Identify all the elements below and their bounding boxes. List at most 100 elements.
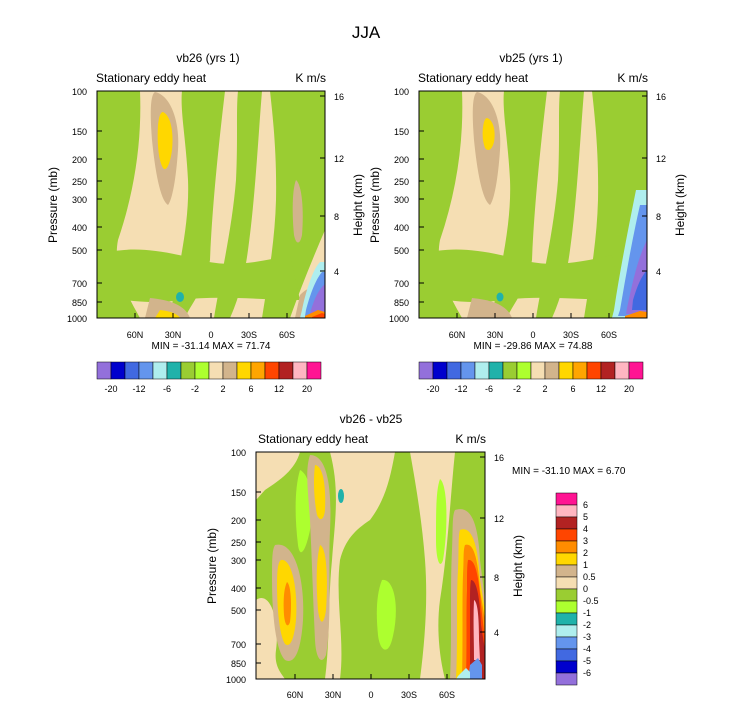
panel-1-ytick: 1000: [67, 314, 102, 324]
panel-2-stats: MIN = -29.86 MAX = 74.88: [474, 341, 593, 352]
panel-3-stats: MIN = -31.10 MAX = 6.70: [512, 466, 626, 477]
panel-3-ytick: 150: [231, 488, 261, 498]
panel-1-left-axis: 100 150 200 250 300 400: [46, 87, 102, 324]
colorbar-swatch: [555, 636, 578, 650]
colorbar-swatch: [488, 361, 504, 380]
colorbar-swatch: [180, 361, 196, 380]
colorbar-label: 12: [274, 384, 284, 394]
colorbar-label: -2: [513, 384, 521, 394]
panel-1-yellow-region: [157, 112, 173, 170]
panel-3-ytick: 200: [231, 516, 261, 526]
panel-3-ylabel: Pressure (mb): [205, 528, 219, 604]
colorbar-label: -6: [163, 384, 171, 394]
colorbar-swatch: [96, 361, 112, 380]
colorbar-swatch: [138, 361, 154, 380]
colorbar-label: 6: [583, 500, 588, 510]
panel-3-polar-lightcyan: [456, 668, 470, 679]
panel-3-left-label: Stationary eddy heat: [258, 432, 369, 446]
panel-1-left-label: Stationary eddy heat: [96, 71, 207, 85]
colorbar-swatch: [555, 600, 578, 614]
panel-3-ytick: 250: [231, 538, 261, 548]
panel-1-ytick-right: 8: [320, 212, 339, 222]
panel-2-ytick-label: 850: [394, 298, 409, 308]
colorbar-label: 1: [583, 560, 588, 570]
panel-1-ytick: 150: [72, 127, 102, 137]
panel-2-ytick: 1000: [389, 314, 424, 324]
colorbar-label: 3: [583, 536, 588, 546]
colorbar-label: 2: [220, 384, 225, 394]
panel-3-ytick-right: 16: [480, 453, 504, 463]
panel-2-xtick-label: 30N: [487, 330, 504, 340]
panel-1-ytick-right-label: 16: [334, 92, 344, 102]
panel-3-ytick-right: 4: [480, 628, 499, 638]
panel-2-ytick: 150: [394, 127, 424, 137]
panel-3-xtick-label: 60N: [287, 690, 304, 700]
colorbar-swatch: [530, 361, 546, 380]
colorbar-swatch: [278, 361, 294, 380]
panel-1-ytick-label: 1000: [67, 314, 87, 324]
panel-3-ytick-label: 250: [231, 538, 246, 548]
panel-3-wheat-region: [256, 598, 285, 679]
panel-1-ylabel: Pressure (mb): [46, 167, 60, 243]
panel-2-ytick: 300: [394, 195, 424, 205]
panel-1-polar-purple: [310, 284, 325, 314]
colorbar-swatch: [432, 361, 448, 380]
panel-2-ytick: 250: [394, 177, 424, 187]
panel-1-ytick-right: 12: [320, 154, 344, 164]
colorbar-label: -12: [132, 384, 145, 394]
colorbar-swatch: [600, 361, 616, 380]
colorbar-label: -20: [426, 384, 439, 394]
colorbar-swatch: [555, 672, 578, 686]
colorbar-swatch: [446, 361, 462, 380]
colorbar-label: 6: [248, 384, 253, 394]
panel-1-xtick: 60S: [279, 313, 295, 340]
panel-2-ytick-label: 1000: [389, 314, 409, 324]
panel-1-polar-red: [312, 313, 325, 318]
panel-2-xtick-label: 30S: [563, 330, 579, 340]
panel-2-left-axis: 100 150 200 250 300 400: [368, 87, 424, 324]
panel-2-ytick-right-label: 4: [656, 267, 661, 277]
panel-1-ytick-right-label: 12: [334, 154, 344, 164]
panel-2-ytick-label: 100: [394, 87, 409, 97]
panel-3-xtick: 60S: [439, 674, 455, 700]
panel-3-right-label: K m/s: [455, 432, 486, 446]
colorbar-swatch: [555, 612, 578, 626]
panel-1-tan-region: [145, 298, 190, 318]
panel-2-green-region: [419, 249, 622, 303]
panel-3-polar-blue: [468, 658, 482, 679]
colorbar-swatch: [474, 361, 490, 380]
panel-2-ytick-right: 12: [642, 154, 666, 164]
panel-3-yellow-region: [316, 545, 327, 622]
colorbar-label: 2: [542, 384, 547, 394]
panel-2-xtick-label: 0: [530, 330, 535, 340]
colorbar-swatch: [460, 361, 476, 380]
panel-1-yellow-region: [155, 310, 180, 318]
panel-3-ytick: 100: [231, 448, 261, 458]
panel-3-ytick-right-label: 8: [494, 573, 499, 583]
panel-3-teal-cell: [338, 489, 344, 503]
panel-1-title: vb26 (yrs 1): [176, 51, 239, 65]
panel-2-ytick: 100: [394, 87, 424, 97]
panel-2-title: vb25 (yrs 1): [499, 51, 562, 65]
panel-2-ytick-label: 700: [394, 279, 409, 289]
panel-1-ytick: 250: [72, 177, 102, 187]
panel-1-ytick-label: 150: [72, 127, 87, 137]
panel-1-colorbar: -20 -12 -6 -2 2 6 12 20: [96, 361, 322, 394]
panel-3-ytick: 1000: [226, 675, 261, 685]
panel-3-left-axis: 100 150 200 250 300 400: [205, 448, 261, 685]
panel-3-ytick-right: 8: [480, 573, 499, 583]
colorbar-swatch: [628, 361, 644, 380]
panel-1-ytick-label: 300: [72, 195, 87, 205]
panel-3-ytick: 700: [231, 640, 261, 650]
colorbar-swatch: [586, 361, 602, 380]
panel-3-ytick-right-label: 4: [494, 628, 499, 638]
panel-3-xtick: 30N: [325, 674, 342, 700]
panel-1-ytick: 700: [72, 279, 102, 289]
panel-3-xtick-label: 30N: [325, 690, 342, 700]
colorbar-label: 2: [583, 548, 588, 558]
panel-2-right-label: K m/s: [617, 71, 648, 85]
panel-1-ytick-right-label: 4: [334, 267, 339, 277]
colorbar-swatch: [555, 588, 578, 602]
panel-1-bottom-axis: 60N 30N 0 30S 60S: [127, 313, 295, 340]
panel-1-ytick: 850: [72, 298, 102, 308]
